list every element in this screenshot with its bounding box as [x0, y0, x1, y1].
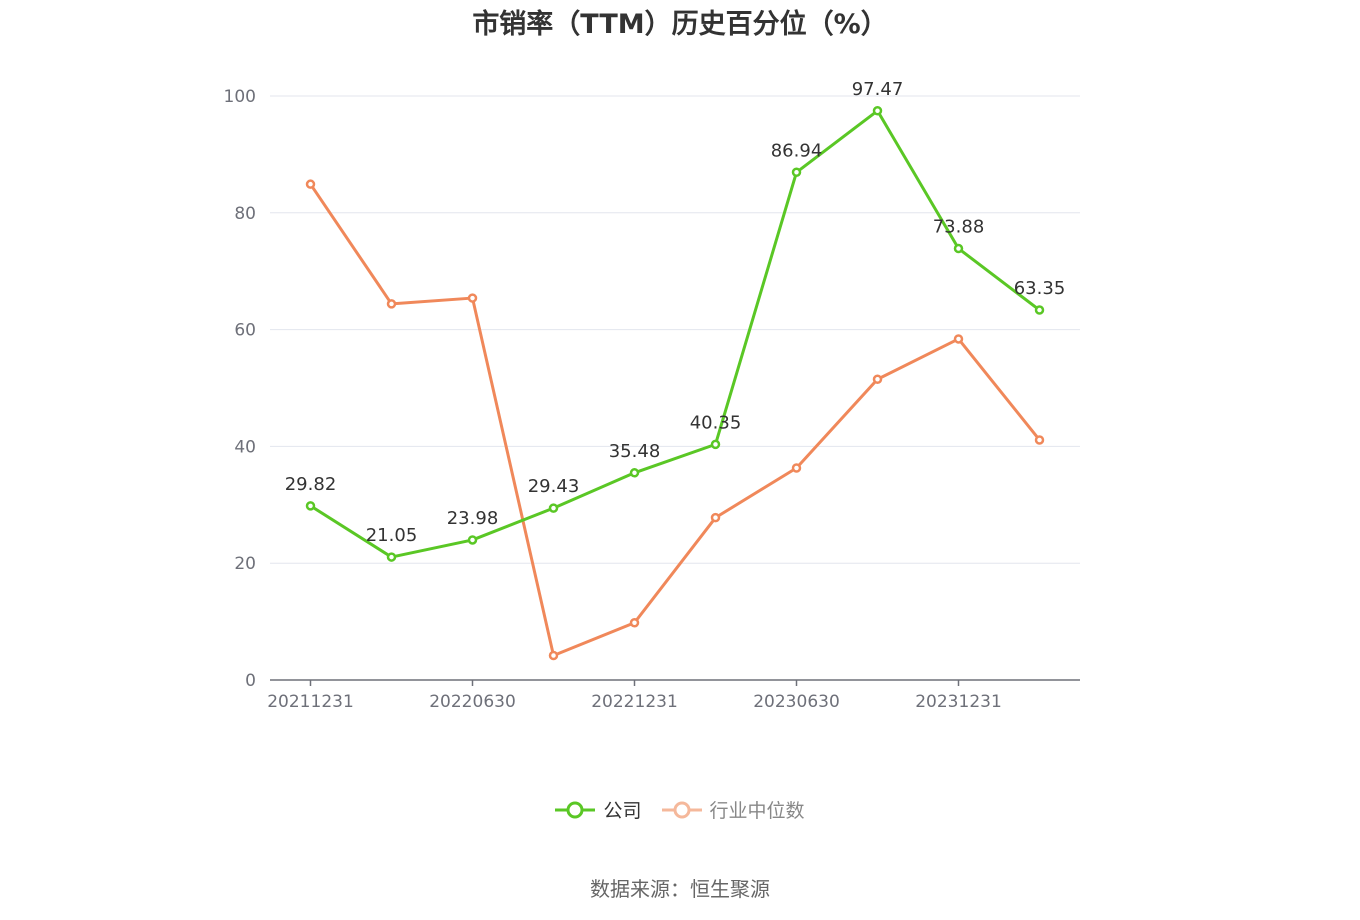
- chart-title: 市销率（TTM）历史百分位（%）: [472, 9, 888, 40]
- data-point: [629, 468, 640, 478]
- legend-label-industry: 行业中位数: [709, 800, 805, 822]
- legend-item-industry[interactable]: 行业中位数: [661, 796, 805, 823]
- legend-label-company: 公司: [603, 800, 642, 822]
- data-point: [791, 167, 802, 178]
- grid-lines: [270, 95, 1080, 564]
- data-point: [1034, 435, 1045, 445]
- data-point: [305, 501, 316, 511]
- data-point: [629, 618, 640, 628]
- data-label: 29.82: [285, 474, 337, 495]
- data-label: 40.35: [690, 412, 742, 433]
- series-line: [309, 109, 1041, 559]
- data-point: [710, 512, 721, 523]
- x-tick-label: 20220630: [429, 692, 516, 712]
- y-tick-label: 20: [234, 554, 256, 574]
- data-source: 数据来源：恒生聚源: [590, 877, 770, 901]
- y-tick-label: 100: [224, 87, 256, 107]
- y-tick-label: 60: [234, 321, 256, 341]
- data-point: [467, 535, 478, 545]
- data-point: [548, 650, 559, 661]
- data-point: [305, 179, 316, 189]
- x-tick-label: 20221231: [591, 692, 678, 712]
- data-point: [386, 299, 397, 309]
- data-label: 35.48: [609, 441, 661, 462]
- y-tick-label: 0: [245, 671, 256, 691]
- series-layer: [305, 106, 1045, 661]
- data-label: 29.43: [528, 476, 580, 497]
- x-tick-label: 20211231: [267, 692, 354, 712]
- data-label: 23.98: [447, 508, 499, 529]
- y-axis-ticks: 0 20 40 60 80 100: [224, 87, 256, 691]
- legend-item-company[interactable]: 公司: [555, 796, 642, 823]
- data-point: [467, 293, 478, 303]
- x-axis: 20211231 20220630 20221231 20230630 20231231: [267, 679, 1080, 712]
- y-tick-label: 80: [234, 204, 256, 224]
- data-label: 86.94: [771, 140, 823, 161]
- data-label: 21.05: [366, 525, 418, 546]
- data-label: 97.47: [852, 79, 904, 100]
- data-point: [872, 106, 883, 116]
- data-point: [953, 334, 964, 344]
- data-point: [872, 374, 883, 384]
- data-point: [710, 439, 721, 450]
- data-labels: 29.82 21.05 23.98 29.43 35.48 40.35 86.94 97.47…: [285, 79, 1066, 546]
- data-label: 63.35: [1014, 278, 1066, 299]
- x-tick-label: 20230630: [753, 692, 840, 712]
- data-point: [1034, 305, 1045, 315]
- legend-line-icon: [555, 801, 596, 818]
- data-point: [386, 552, 397, 562]
- data-label: 73.88: [933, 217, 985, 238]
- legend-line-icon: [661, 801, 702, 818]
- legend: 公司 行业中位数: [0, 796, 1360, 823]
- series-line: [309, 183, 1041, 657]
- data-point: [791, 463, 802, 473]
- x-tick-label: 20231231: [915, 692, 1002, 712]
- data-point: [548, 503, 559, 513]
- y-tick-label: 40: [234, 437, 256, 457]
- data-point: [953, 243, 964, 254]
